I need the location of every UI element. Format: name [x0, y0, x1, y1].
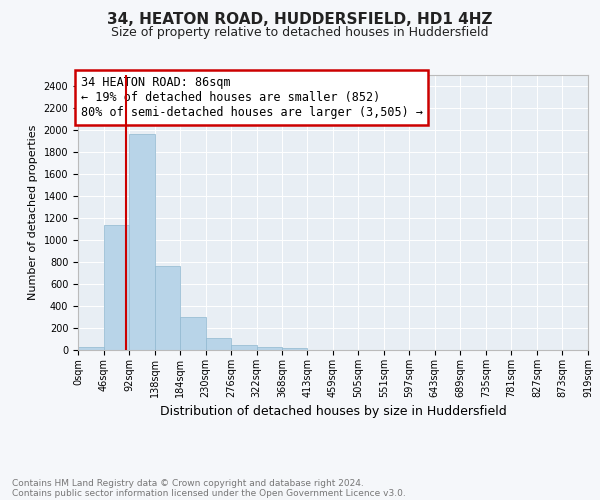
Text: Size of property relative to detached houses in Huddersfield: Size of property relative to detached ho…	[111, 26, 489, 39]
Text: Contains public sector information licensed under the Open Government Licence v3: Contains public sector information licen…	[12, 488, 406, 498]
Bar	[282, 348, 307, 350]
Bar	[257, 346, 282, 350]
Text: 34 HEATON ROAD: 86sqm
← 19% of detached houses are smaller (852)
80% of semi-det: 34 HEATON ROAD: 86sqm ← 19% of detached …	[80, 76, 422, 120]
Bar	[104, 224, 129, 350]
Bar	[155, 266, 180, 350]
Bar	[180, 317, 206, 350]
Bar	[129, 134, 155, 350]
Bar	[206, 338, 231, 350]
Y-axis label: Number of detached properties: Number of detached properties	[28, 125, 38, 300]
X-axis label: Distribution of detached houses by size in Huddersfield: Distribution of detached houses by size …	[160, 406, 506, 418]
Text: 34, HEATON ROAD, HUDDERSFIELD, HD1 4HZ: 34, HEATON ROAD, HUDDERSFIELD, HD1 4HZ	[107, 12, 493, 28]
Bar	[78, 346, 104, 350]
Bar	[231, 345, 257, 350]
Text: Contains HM Land Registry data © Crown copyright and database right 2024.: Contains HM Land Registry data © Crown c…	[12, 478, 364, 488]
